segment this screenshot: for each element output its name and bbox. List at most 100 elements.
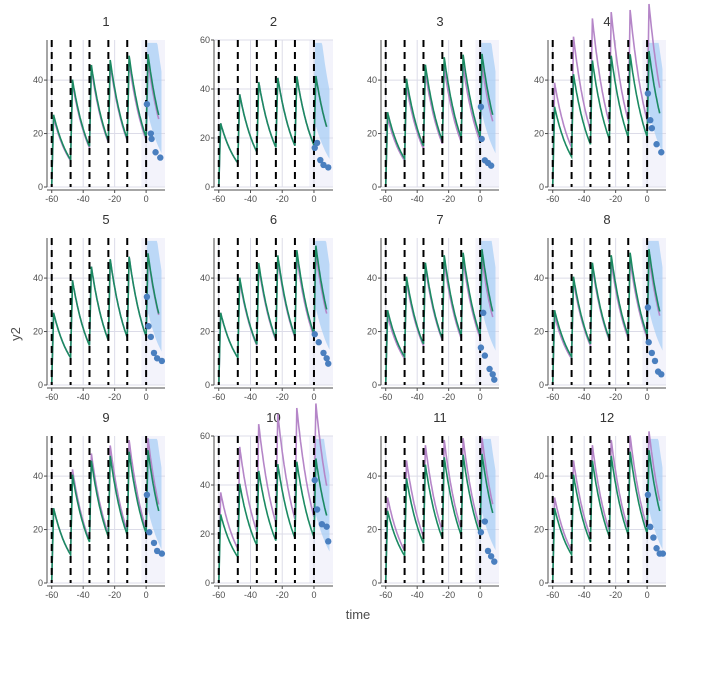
- observation-point: [647, 116, 654, 124]
- observation-point: [481, 352, 489, 359]
- x-tick-label: -20: [442, 590, 455, 600]
- x-tick-label: -20: [609, 194, 622, 204]
- individual-prediction-line: [551, 249, 661, 386]
- observation-point: [150, 349, 158, 357]
- x-tick-label: -60: [45, 194, 58, 204]
- x-tick-label: -60: [379, 392, 392, 402]
- y-tick-label: 0: [372, 380, 377, 390]
- x-tick-label: -60: [379, 194, 392, 204]
- observation-point: [311, 144, 318, 151]
- y-tick-label: 20: [33, 129, 43, 139]
- panel-1: 1 0 20 40 -60 -40 -20 0: [33, 14, 165, 204]
- observation-point: [148, 135, 155, 143]
- observation-point: [153, 355, 161, 362]
- panel-title: 4: [603, 14, 610, 29]
- y-tick-label: 40: [367, 273, 377, 283]
- observation-point: [153, 547, 161, 555]
- panel-title: 11: [433, 410, 447, 425]
- observation-point: [146, 529, 153, 536]
- observation-point: [158, 357, 166, 365]
- y-tick-label: 40: [367, 471, 377, 481]
- x-tick-label: 0: [645, 590, 650, 600]
- observation-point: [659, 550, 667, 557]
- x-tick-label: -40: [411, 194, 424, 204]
- observation-point: [143, 491, 151, 498]
- observation-point: [491, 558, 498, 565]
- observation-point: [653, 545, 660, 552]
- observation-point: [477, 529, 485, 536]
- y-tick-label: 20: [367, 129, 377, 139]
- panel-11: 11 0 20 40 -60 -40 -20 0: [367, 410, 499, 600]
- x-tick-label: -60: [379, 590, 392, 600]
- observation-point: [313, 506, 321, 513]
- panel-12: 12 0 20 40 -60 -40 -20 0: [534, 410, 667, 600]
- x-tick-label: -40: [77, 392, 90, 402]
- panel-9: 9 0 20 40 -60 -40 -20 0: [33, 410, 166, 600]
- individual-prediction-line: [218, 245, 328, 386]
- observation-point: [650, 534, 657, 541]
- observation-point: [311, 476, 318, 484]
- y-tick-label: 40: [200, 273, 210, 283]
- x-tick-label: -40: [578, 392, 591, 402]
- x-tick-label: -60: [45, 392, 58, 402]
- panel-6: 6 0 20 40 -60 -40 -20 0: [200, 212, 333, 402]
- individual-prediction-line: [384, 249, 494, 386]
- y-tick-label: 20: [200, 327, 210, 337]
- panel-title: 8: [603, 212, 610, 227]
- observation-point: [481, 518, 489, 525]
- y-tick-label: 20: [534, 327, 544, 337]
- individual-prediction-line: [50, 450, 160, 584]
- population-prediction-line: [384, 437, 494, 584]
- individual-prediction-line: [384, 53, 494, 188]
- x-tick-label: -40: [411, 590, 424, 600]
- observation-point: [487, 553, 495, 560]
- observation-point: [150, 539, 158, 547]
- x-tick-label: -20: [276, 392, 289, 402]
- individual-prediction-line: [384, 453, 494, 584]
- observation-point: [145, 323, 152, 330]
- y-tick-label: 40: [534, 471, 544, 481]
- x-tick-label: -40: [244, 590, 257, 600]
- y-tick-label: 20: [33, 525, 43, 535]
- x-tick-label: 0: [311, 194, 316, 204]
- y-tick-label: 0: [372, 578, 377, 588]
- x-tick-label: -20: [609, 590, 622, 600]
- y-tick-label: 40: [367, 75, 377, 85]
- y-tick-label: 20: [534, 129, 544, 139]
- y-tick-label: 40: [33, 75, 43, 85]
- panel-title: 9: [102, 410, 109, 425]
- observation-point: [157, 154, 164, 161]
- observation-point: [152, 149, 159, 156]
- observation-point: [648, 349, 656, 357]
- observation-point: [158, 550, 166, 557]
- panel-3: 3 0 20 40 -60 -40 -20 0: [367, 14, 499, 204]
- y-tick-label: 0: [38, 578, 43, 588]
- y-tick-label: 60: [200, 431, 210, 441]
- individual-prediction-line: [551, 50, 661, 188]
- observation-point: [653, 141, 660, 148]
- population-prediction-line: [218, 403, 328, 584]
- panel-5: 5 0 20 40 -60 -40 -20 0: [33, 212, 166, 402]
- panel-title: 2: [270, 14, 277, 29]
- individual-prediction-line: [218, 75, 328, 188]
- individual-prediction-line: [218, 458, 328, 584]
- individual-prediction-line: [551, 450, 661, 584]
- y-axis-label: y2: [8, 327, 23, 341]
- observation-point: [477, 103, 485, 111]
- y-tick-label: 0: [38, 380, 43, 390]
- y-tick-label: 20: [33, 327, 43, 337]
- population-prediction-line: [551, 431, 661, 584]
- panel-title: 5: [102, 212, 109, 227]
- x-tick-label: 0: [478, 392, 483, 402]
- observation-point: [480, 309, 487, 317]
- y-tick-label: 40: [534, 273, 544, 283]
- y-tick-label: 40: [200, 480, 210, 490]
- individual-prediction-line: [50, 54, 160, 188]
- observation-point: [477, 344, 485, 351]
- x-tick-label: 0: [311, 392, 316, 402]
- x-tick-label: -60: [45, 590, 58, 600]
- panel-title: 6: [270, 212, 277, 227]
- x-tick-label: -40: [411, 392, 424, 402]
- observation-point: [658, 371, 665, 378]
- observation-point: [311, 331, 318, 338]
